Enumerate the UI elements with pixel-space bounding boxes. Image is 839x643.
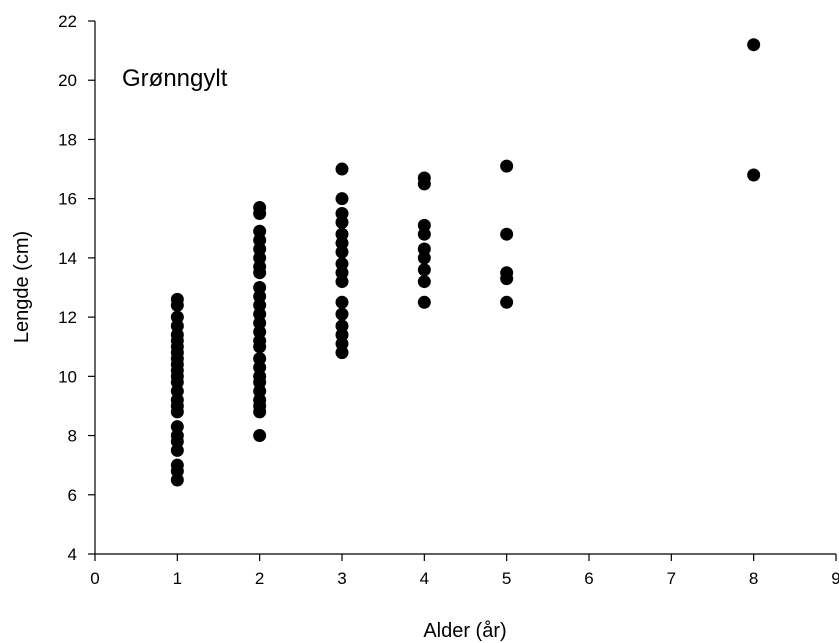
data-points [170, 38, 761, 487]
y-tick-label: 8 [68, 427, 77, 446]
data-point [335, 266, 349, 280]
data-point [253, 360, 267, 374]
data-point [417, 227, 431, 241]
data-point [253, 224, 267, 238]
data-point [335, 162, 349, 176]
data-point [500, 227, 514, 241]
data-point [253, 429, 267, 443]
x-tick-label: 8 [749, 569, 758, 588]
data-point [253, 251, 267, 265]
data-point [417, 242, 431, 256]
x-tick-label: 3 [337, 569, 346, 588]
data-point [170, 375, 184, 389]
data-point [170, 319, 184, 333]
data-point [500, 272, 514, 286]
data-point [335, 236, 349, 250]
x-tick-label: 2 [255, 569, 264, 588]
data-point [253, 375, 267, 389]
y-ticks: 4 6 8 10 12 14 16 18 20 22 [58, 12, 95, 564]
data-point [417, 218, 431, 232]
y-tick-label: 22 [58, 12, 77, 31]
data-point [335, 275, 349, 289]
data-point [747, 38, 761, 52]
chart-annotation: Grønngylt [122, 65, 228, 92]
data-point [253, 325, 267, 339]
data-point [253, 206, 267, 220]
data-point [417, 251, 431, 265]
data-point [335, 328, 349, 342]
data-point [335, 337, 349, 351]
y-tick-label: 10 [58, 367, 77, 386]
data-point [253, 281, 267, 294]
y-tick-label: 20 [58, 71, 77, 90]
data-point [253, 352, 267, 366]
data-point [170, 443, 184, 457]
x-tick-label: 9 [831, 569, 839, 588]
data-point [253, 242, 267, 256]
y-axis-title: Lengde (cm) [11, 231, 33, 343]
data-point [335, 245, 349, 259]
data-point [253, 340, 267, 354]
y-tick-label: 4 [68, 545, 77, 564]
y-tick-label: 12 [58, 308, 77, 327]
y-tick-label: 14 [58, 249, 77, 268]
data-point [500, 295, 514, 309]
data-point [253, 289, 267, 303]
data-point [417, 275, 431, 289]
data-point [417, 263, 431, 277]
data-point [417, 295, 431, 309]
data-point [170, 464, 184, 478]
data-point [170, 434, 184, 448]
x-tick-label: 1 [173, 569, 182, 588]
data-point [335, 346, 349, 360]
data-point [253, 298, 267, 312]
data-point [253, 316, 267, 330]
data-point [335, 319, 349, 333]
data-point [747, 168, 761, 182]
x-tick-label: 0 [90, 569, 99, 588]
x-tick-label: 4 [420, 569, 429, 588]
y-tick-label: 18 [58, 130, 77, 149]
data-point [170, 473, 184, 487]
data-point [335, 192, 349, 206]
data-point [170, 298, 184, 312]
data-point [335, 215, 349, 229]
data-point [253, 384, 267, 398]
x-tick-label: 6 [584, 569, 593, 588]
y-tick-label: 16 [58, 190, 77, 209]
data-point [170, 420, 184, 434]
data-point [253, 233, 267, 247]
data-point [253, 405, 267, 419]
x-ticks: 0 1 2 3 4 5 6 7 8 9 [90, 554, 839, 588]
data-point [170, 310, 184, 324]
data-point [417, 177, 431, 191]
data-point [170, 384, 184, 398]
data-point [253, 266, 267, 280]
x-tick-label: 7 [667, 569, 676, 588]
data-point [335, 227, 349, 241]
data-point [335, 307, 349, 321]
data-point [170, 405, 184, 419]
data-point [500, 159, 514, 173]
y-tick-label: 6 [68, 486, 77, 505]
x-axis-title: Alder (år) [423, 620, 506, 642]
x-tick-label: 5 [502, 569, 511, 588]
data-point [335, 295, 349, 309]
data-point [253, 307, 267, 321]
data-point [335, 206, 349, 220]
data-point [335, 257, 349, 271]
